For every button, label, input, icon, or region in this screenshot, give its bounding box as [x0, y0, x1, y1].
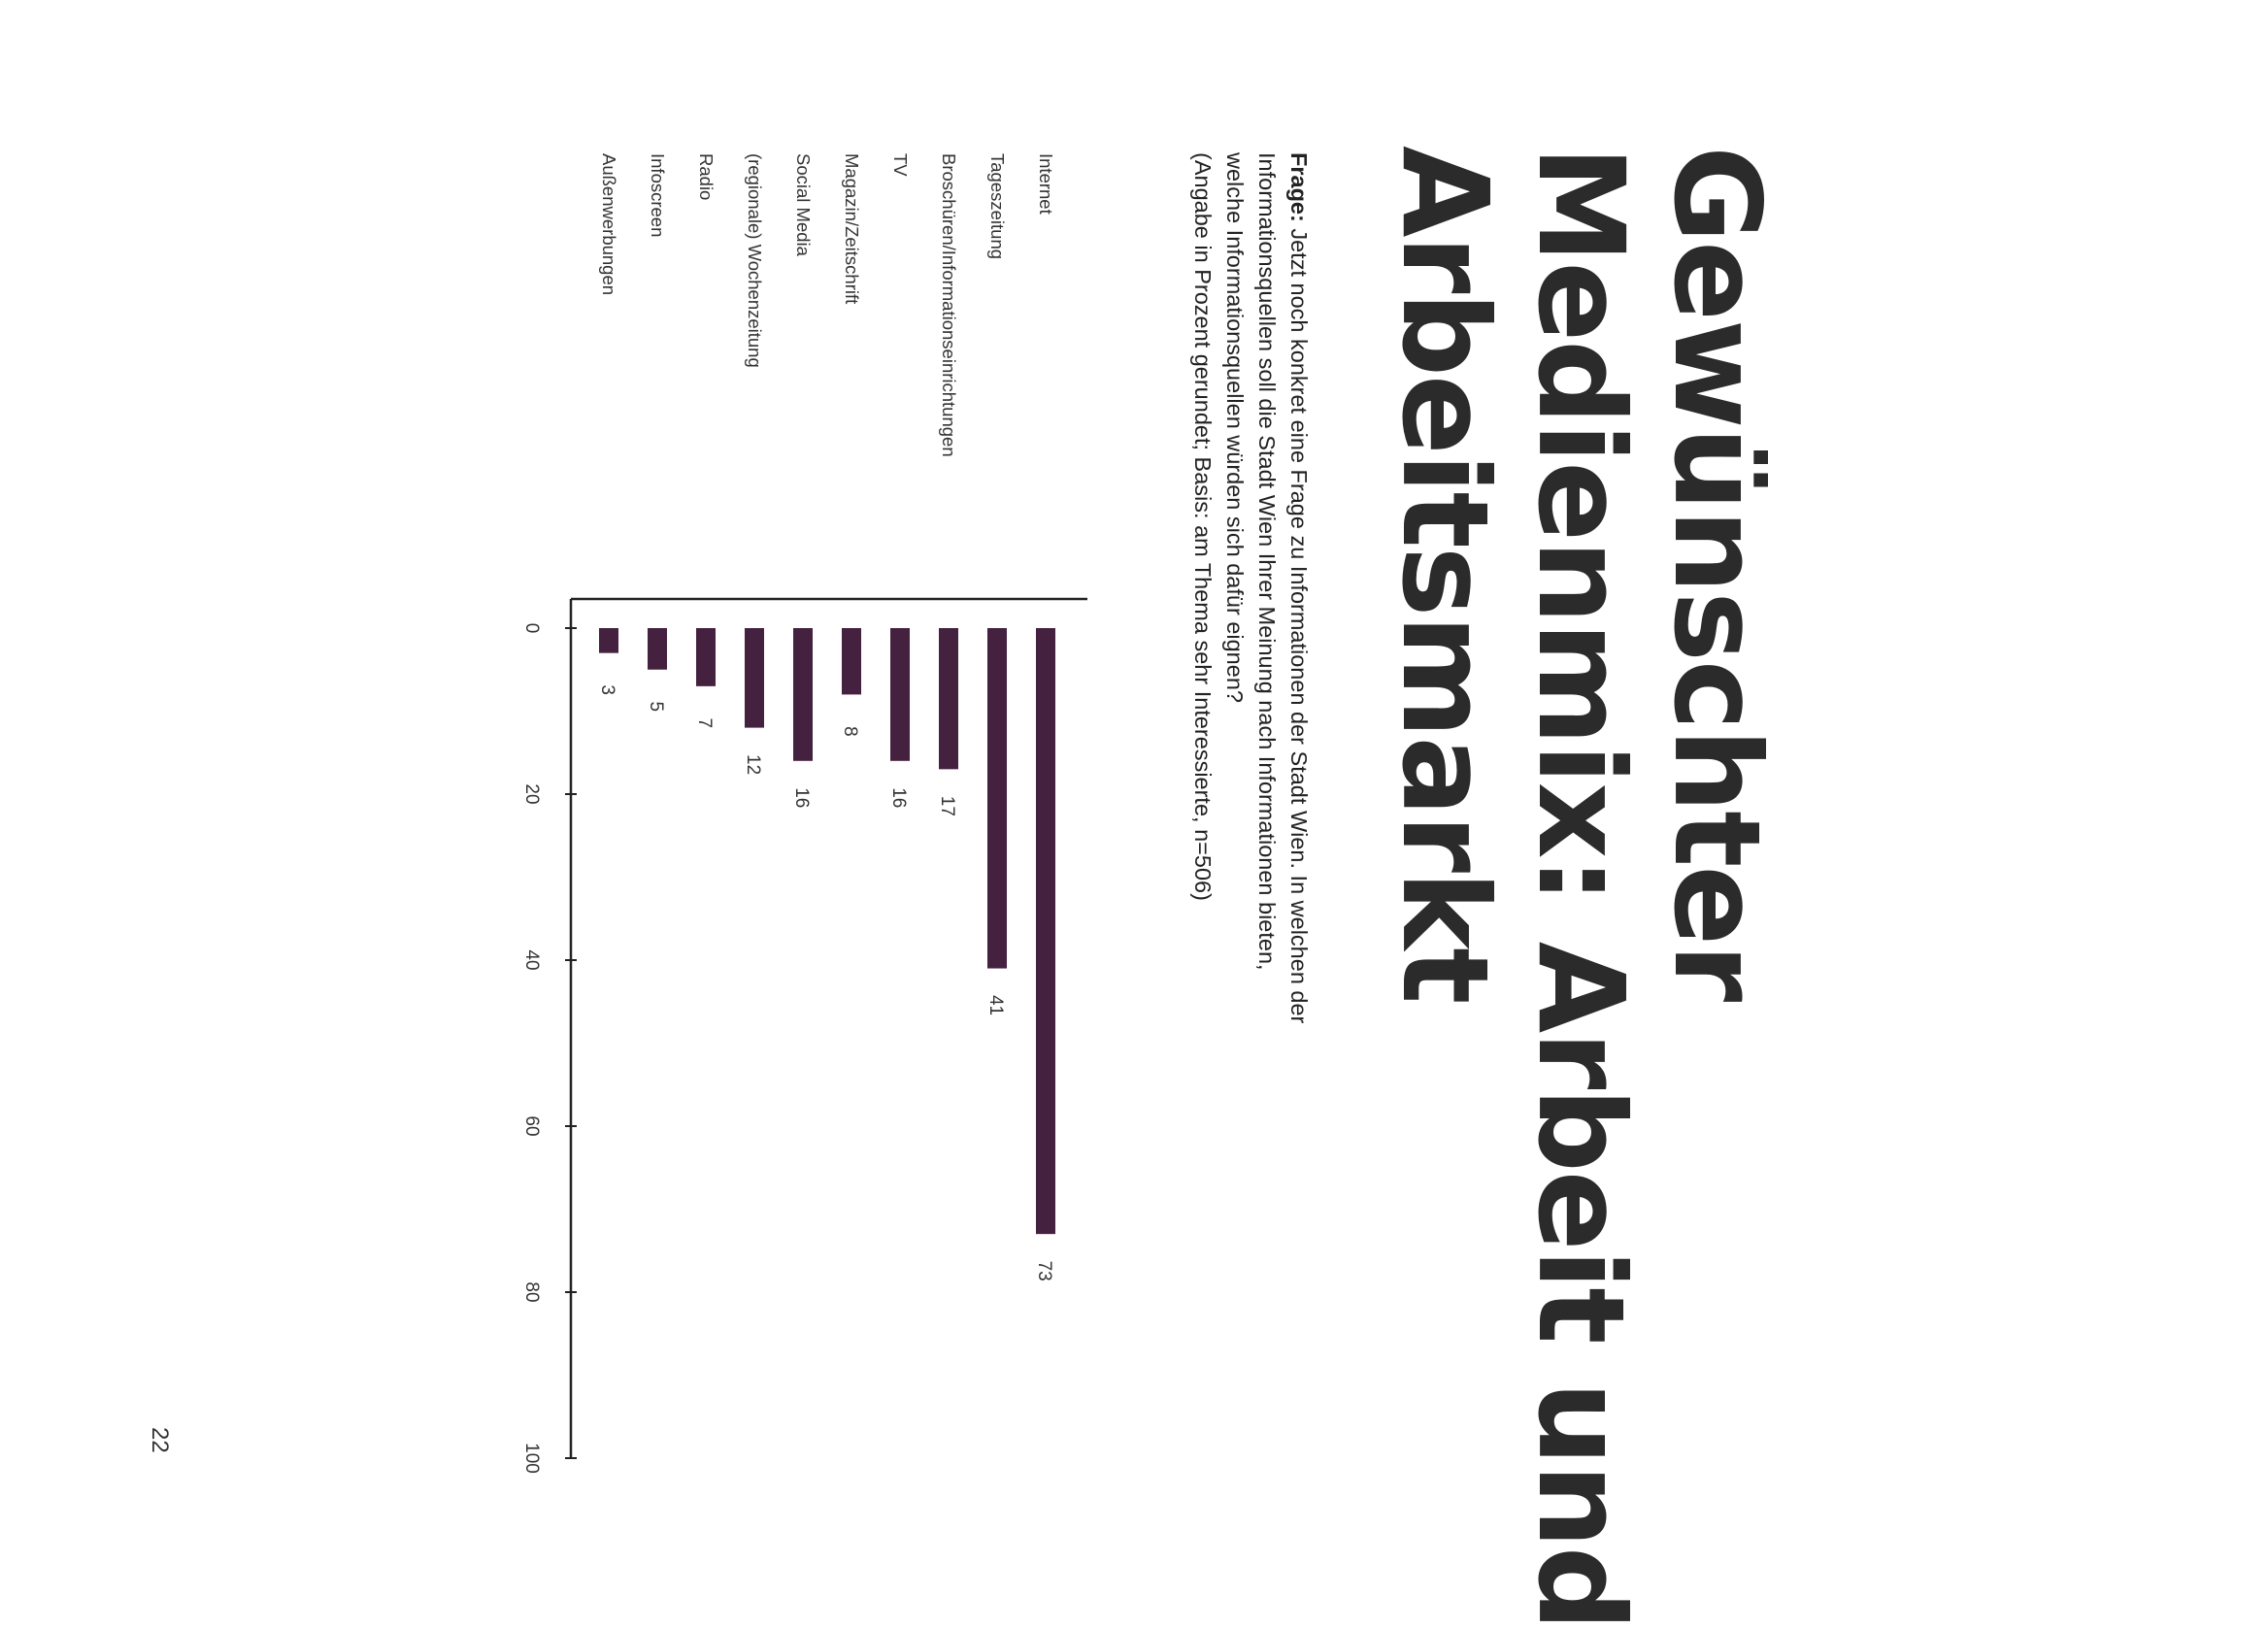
bar [793, 628, 813, 761]
bar [890, 628, 910, 761]
category-label: Social Media [793, 153, 814, 257]
tick-label: 40 [521, 949, 542, 970]
value-label: 12 [743, 754, 763, 775]
value-label: 73 [1034, 1261, 1054, 1281]
category-label: Internet [1036, 153, 1056, 215]
bar [1036, 628, 1055, 1235]
value-label: 5 [646, 701, 666, 712]
category-label: Außenwerbungen [599, 153, 619, 295]
category-label: Magazin/Zeitschrift [842, 153, 862, 304]
value-label: 17 [937, 796, 957, 816]
category-label: (regionale) Wochenzeitung [745, 153, 765, 368]
value-label: 7 [694, 718, 715, 729]
bar [648, 628, 667, 670]
value-label: 16 [791, 787, 812, 808]
value-label: 8 [840, 726, 860, 737]
bar [939, 628, 958, 770]
tick-label: 100 [521, 1443, 542, 1474]
bar [696, 628, 716, 686]
category-label: Tageszeitung [987, 153, 1008, 259]
bar [842, 628, 861, 695]
bar [987, 628, 1007, 969]
category-label: Radio [696, 153, 717, 200]
value-label: 16 [888, 787, 909, 808]
bar [745, 628, 764, 728]
tick-label: 20 [521, 783, 542, 804]
tick-label: 60 [521, 1115, 542, 1136]
value-label: 3 [597, 684, 617, 695]
category-label: Infoscreen [648, 153, 668, 237]
value-label: 41 [985, 995, 1006, 1015]
category-label: TV [890, 153, 911, 177]
page-number: 22 [147, 1427, 173, 1453]
category-label: Broschüren/Informationseinrichtungen [939, 153, 959, 457]
tick-label: 80 [521, 1281, 542, 1302]
tick-label: 0 [521, 623, 542, 634]
bar [599, 628, 618, 653]
